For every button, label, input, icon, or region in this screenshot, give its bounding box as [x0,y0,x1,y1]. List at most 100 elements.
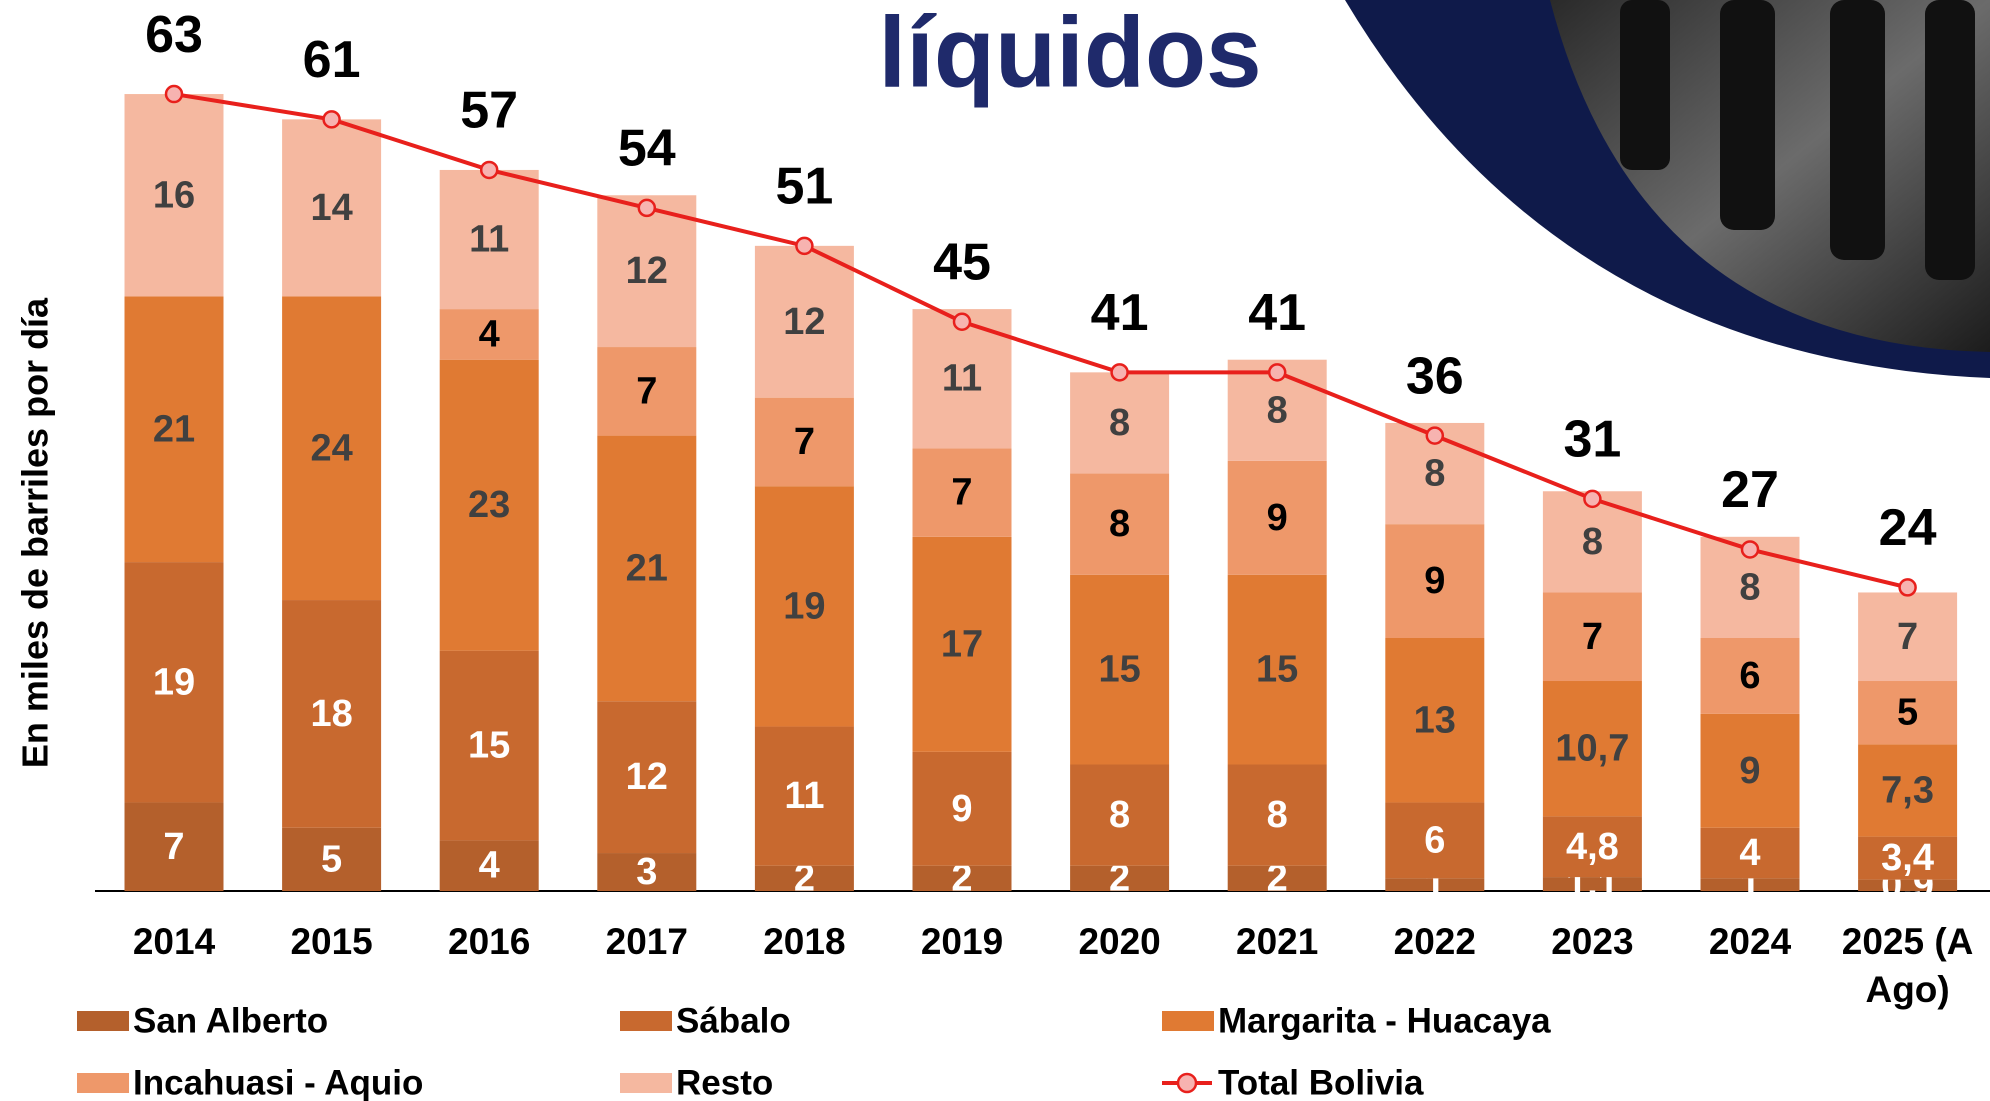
data-label: 4 [479,845,500,887]
total-label: 51 [775,158,833,216]
line-marker [1425,426,1445,445]
y-axis-label: En miles de barriles por día [15,297,56,768]
x-tick-label: 2017 [605,921,688,962]
bar-segment [597,195,697,348]
x-tick-label: 2022 [1393,921,1476,962]
bar-segment [1542,877,1642,891]
line-marker [322,110,341,129]
data-label: 15 [1098,649,1140,691]
line-marker [1583,489,1602,509]
data-label: 7,3 [1881,769,1934,811]
data-label: 10,7 [1555,728,1629,770]
bar-segment [1227,865,1327,891]
bar-segment [1070,574,1170,765]
bar-segment [1542,592,1642,682]
data-label: 5 [321,838,342,880]
data-label: 11 [784,775,824,817]
data-label: 7 [794,421,815,463]
data-label: 7 [163,826,184,868]
data-label: 11 [942,358,982,400]
bar-segment [754,397,854,487]
bar-segment [754,865,854,891]
total-label: 31 [1563,411,1621,469]
bar-segment [597,853,697,891]
line-marker [1267,363,1287,382]
bar-segment [1385,802,1485,879]
data-label: 7 [636,370,657,412]
total-label: 24 [1879,499,1937,557]
line-marker [479,160,499,180]
data-label: 7 [1582,616,1603,658]
x-tick-label: 2018 [763,921,846,962]
total-label: 36 [1406,347,1464,405]
bar-segment [1700,878,1800,891]
line-marker [1740,540,1760,559]
bar-segment [124,94,224,297]
total-label: 57 [460,82,518,140]
bar-segment [124,296,224,563]
data-label: 8 [1267,794,1288,836]
data-label: 24 [310,427,352,469]
x-tick-label: 2016 [448,921,531,962]
data-label: 21 [626,547,668,589]
data-label: 15 [468,725,510,767]
bar-segment [1858,879,1958,891]
legend-label: Sábalo [676,1001,791,1040]
bar-segment [912,751,1012,866]
data-label: 6 [1424,819,1445,861]
total-label: 41 [1248,284,1306,342]
bar-segment [439,359,539,651]
bar-segment [1070,764,1170,866]
bar-segment [1858,592,1958,682]
data-label: 7 [1897,616,1918,658]
bar-segment [1858,744,1958,837]
bar-segment [1542,681,1642,817]
x-tick-label: 2015 [290,921,373,962]
bar-segment [912,448,1012,537]
data-label: 6 [1739,655,1760,697]
bar-segment [282,827,382,891]
total-label: 27 [1721,461,1779,519]
legend-label: Margarita - Huacaya [1218,1001,1551,1040]
bar-segment [1858,836,1958,880]
total-label: 41 [1091,284,1149,342]
data-label: 16 [153,174,195,216]
data-label: 9 [1267,497,1288,539]
line [173,92,1909,590]
bar-segment [1227,460,1327,575]
bar-segment [1070,372,1170,474]
bar-segment [1385,878,1485,891]
line-marker [795,236,814,256]
bar-segment [754,726,854,866]
data-label: 4 [479,313,500,355]
bar-segment [1700,713,1800,828]
decor-nozzles [1620,0,1975,280]
x-tick-label: 2025 (A Ago) [1841,921,1974,1010]
data-label: 4 [1739,832,1760,874]
legend-swatch [620,1011,672,1031]
data-label: 21 [153,408,195,450]
bar-segment [1227,764,1327,866]
bar-segment [439,309,539,360]
data-label: 8 [1109,402,1130,444]
bar-segment [597,435,697,702]
data-label: 17 [941,623,983,665]
data-label: 3,4 [1881,837,1934,879]
x-tick-label: 2019 [920,921,1004,962]
bar-segment [124,802,224,891]
total-label: 54 [618,120,676,178]
data-label: 4,8 [1566,826,1619,868]
data-label: 9 [1424,560,1445,602]
bar-segment [282,600,382,828]
legend-swatch [1162,1011,1214,1031]
bar-segment [1070,865,1170,891]
bar-segment [439,840,539,891]
bar-segment [1070,473,1170,575]
data-label: 7 [951,472,972,514]
data-label: 23 [468,484,510,526]
legend-label: Total Bolivia [1218,1063,1424,1101]
data-label: 8 [1109,503,1130,545]
legend-label: San Alberto [133,1001,328,1040]
bar-segment [597,701,697,854]
